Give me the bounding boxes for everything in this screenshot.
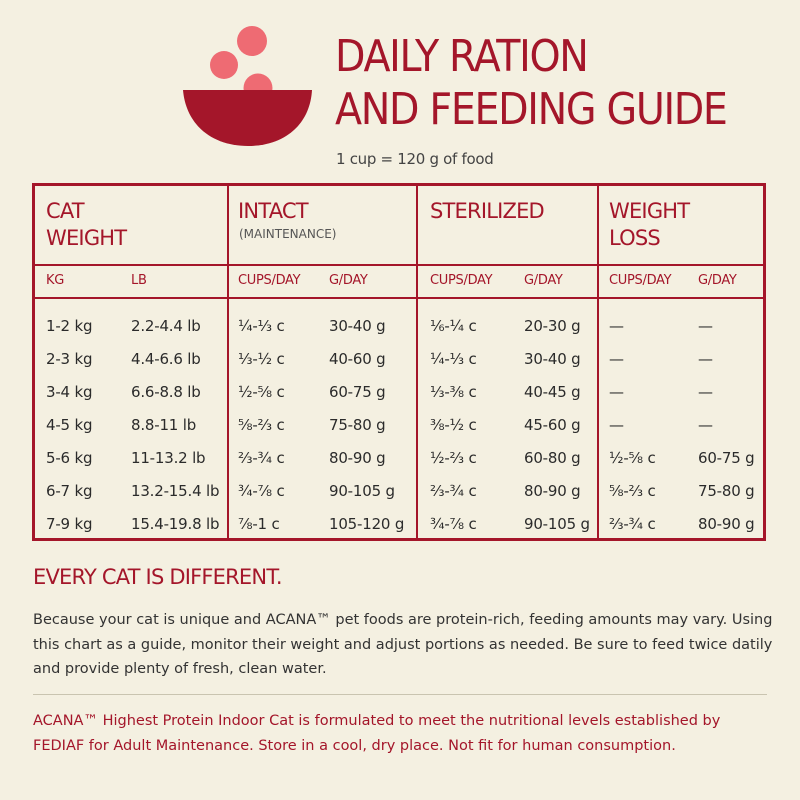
table-cell: 5-6 kg <box>46 449 93 467</box>
table-cell: 13.2-15.4 lb <box>131 482 220 500</box>
table-cell: 4.4-6.6 lb <box>131 350 201 368</box>
header-intact: INTACT <box>238 199 309 223</box>
table-cell: 60-80 g <box>524 449 581 467</box>
header-sterilized: STERILIZED <box>430 199 545 223</box>
table-cell: ½-⅔ c <box>430 449 477 467</box>
table-cell: 60-75 g <box>329 383 386 401</box>
table-cell: — <box>698 383 713 401</box>
table-cell: 40-60 g <box>329 350 386 368</box>
unit-label: G/DAY <box>329 273 368 288</box>
table-cell: ¾-⅞ c <box>430 515 477 533</box>
table-cell: ⅝-⅔ c <box>609 482 656 500</box>
header-intact-note: (MAINTENANCE) <box>239 227 337 241</box>
table-cell: 90-105 g <box>524 515 590 533</box>
table-cell: 4-5 kg <box>46 416 93 434</box>
header-cat-weight: CAT WEIGHT <box>46 198 127 252</box>
table-cell: ¼-⅓ c <box>238 317 285 335</box>
table-cell: ⅜-½ c <box>430 416 477 434</box>
header-weight-loss-line2: LOSS <box>609 226 661 250</box>
table-cell: 15.4-19.8 lb <box>131 515 220 533</box>
table-cell: — <box>609 383 624 401</box>
title-line-2: AND FEEDING GUIDE <box>335 84 728 135</box>
unit-label: KG <box>46 273 64 288</box>
header-weight-loss-line1: WEIGHT <box>609 199 690 223</box>
table-cell: ⅙-¼ c <box>430 317 477 335</box>
unit-label: LB <box>131 273 147 288</box>
page-title: DAILY RATION AND FEEDING GUIDE <box>335 30 728 136</box>
table-cell: ½-⅝ c <box>238 383 285 401</box>
table-cell: — <box>609 416 624 434</box>
table-cell: 80-90 g <box>524 482 581 500</box>
table-cell: 105-120 g <box>329 515 405 533</box>
unit-label: G/DAY <box>698 273 737 288</box>
unit-label: CUPS/DAY <box>609 273 672 288</box>
table-cell: 80-90 g <box>698 515 755 533</box>
table-cell: 30-40 g <box>524 350 581 368</box>
table-cell: ¾-⅞ c <box>238 482 285 500</box>
row-divider <box>35 264 763 266</box>
table-cell: 75-80 g <box>329 416 386 434</box>
table-cell: ⅓-½ c <box>238 350 285 368</box>
column-divider <box>227 186 229 538</box>
table-cell: 60-75 g <box>698 449 755 467</box>
table-cell: 45-60 g <box>524 416 581 434</box>
table-cell: — <box>698 317 713 335</box>
table-cell: ⅓-⅜ c <box>430 383 477 401</box>
table-cell: ½-⅝ c <box>609 449 656 467</box>
row-divider <box>35 297 763 299</box>
table-cell: 90-105 g <box>329 482 395 500</box>
table-cell: ¼-⅓ c <box>430 350 477 368</box>
unit-label: G/DAY <box>524 273 563 288</box>
unit-label: CUPS/DAY <box>238 273 301 288</box>
table-cell: 20-30 g <box>524 317 581 335</box>
table-cell: — <box>609 350 624 368</box>
table-cell: — <box>698 416 713 434</box>
table-cell: 11-13.2 lb <box>131 449 206 467</box>
table-cell: ⅔-¾ c <box>238 449 285 467</box>
table-cell: — <box>609 317 624 335</box>
table-cell: ⅝-⅔ c <box>238 416 285 434</box>
section-heading: EVERY CAT IS DIFFERENT. <box>33 565 283 589</box>
table-cell: ⅔-¾ c <box>609 515 656 533</box>
table-cell: ⅔-¾ c <box>430 482 477 500</box>
table-cell: 40-45 g <box>524 383 581 401</box>
food-bowl-icon <box>183 26 312 146</box>
table-cell: 2-3 kg <box>46 350 93 368</box>
table-cell: 6.6-8.8 lb <box>131 383 201 401</box>
header-cat-weight-line2: WEIGHT <box>46 226 127 250</box>
table-cell: 8.8-11 lb <box>131 416 197 434</box>
column-divider <box>416 186 418 538</box>
body-paragraph: Because your cat is unique and ACANA™ pe… <box>33 612 773 677</box>
footer-note: ACANA™ Highest Protein Indoor Cat is for… <box>33 713 721 754</box>
table-cell: 1-2 kg <box>46 317 93 335</box>
header-cat-weight-line1: CAT <box>46 199 85 223</box>
table-cell: 2.2-4.4 lb <box>131 317 201 335</box>
table-cell: 75-80 g <box>698 482 755 500</box>
table-cell: 3-4 kg <box>46 383 93 401</box>
page-subtitle: 1 cup = 120 g of food <box>336 150 494 168</box>
table-cell: — <box>698 350 713 368</box>
table-cell: ⅞-1 c <box>238 515 280 533</box>
table-cell: 30-40 g <box>329 317 386 335</box>
header-weight-loss: WEIGHT LOSS <box>609 198 690 252</box>
feeding-table: CAT WEIGHT INTACT (MAINTENANCE) STERILIZ… <box>32 183 766 541</box>
column-divider <box>597 186 599 538</box>
divider <box>33 694 767 695</box>
table-cell: 6-7 kg <box>46 482 93 500</box>
table-cell: 80-90 g <box>329 449 386 467</box>
table-cell: 7-9 kg <box>46 515 93 533</box>
unit-label: CUPS/DAY <box>430 273 493 288</box>
title-line-1: DAILY RATION <box>335 31 589 82</box>
